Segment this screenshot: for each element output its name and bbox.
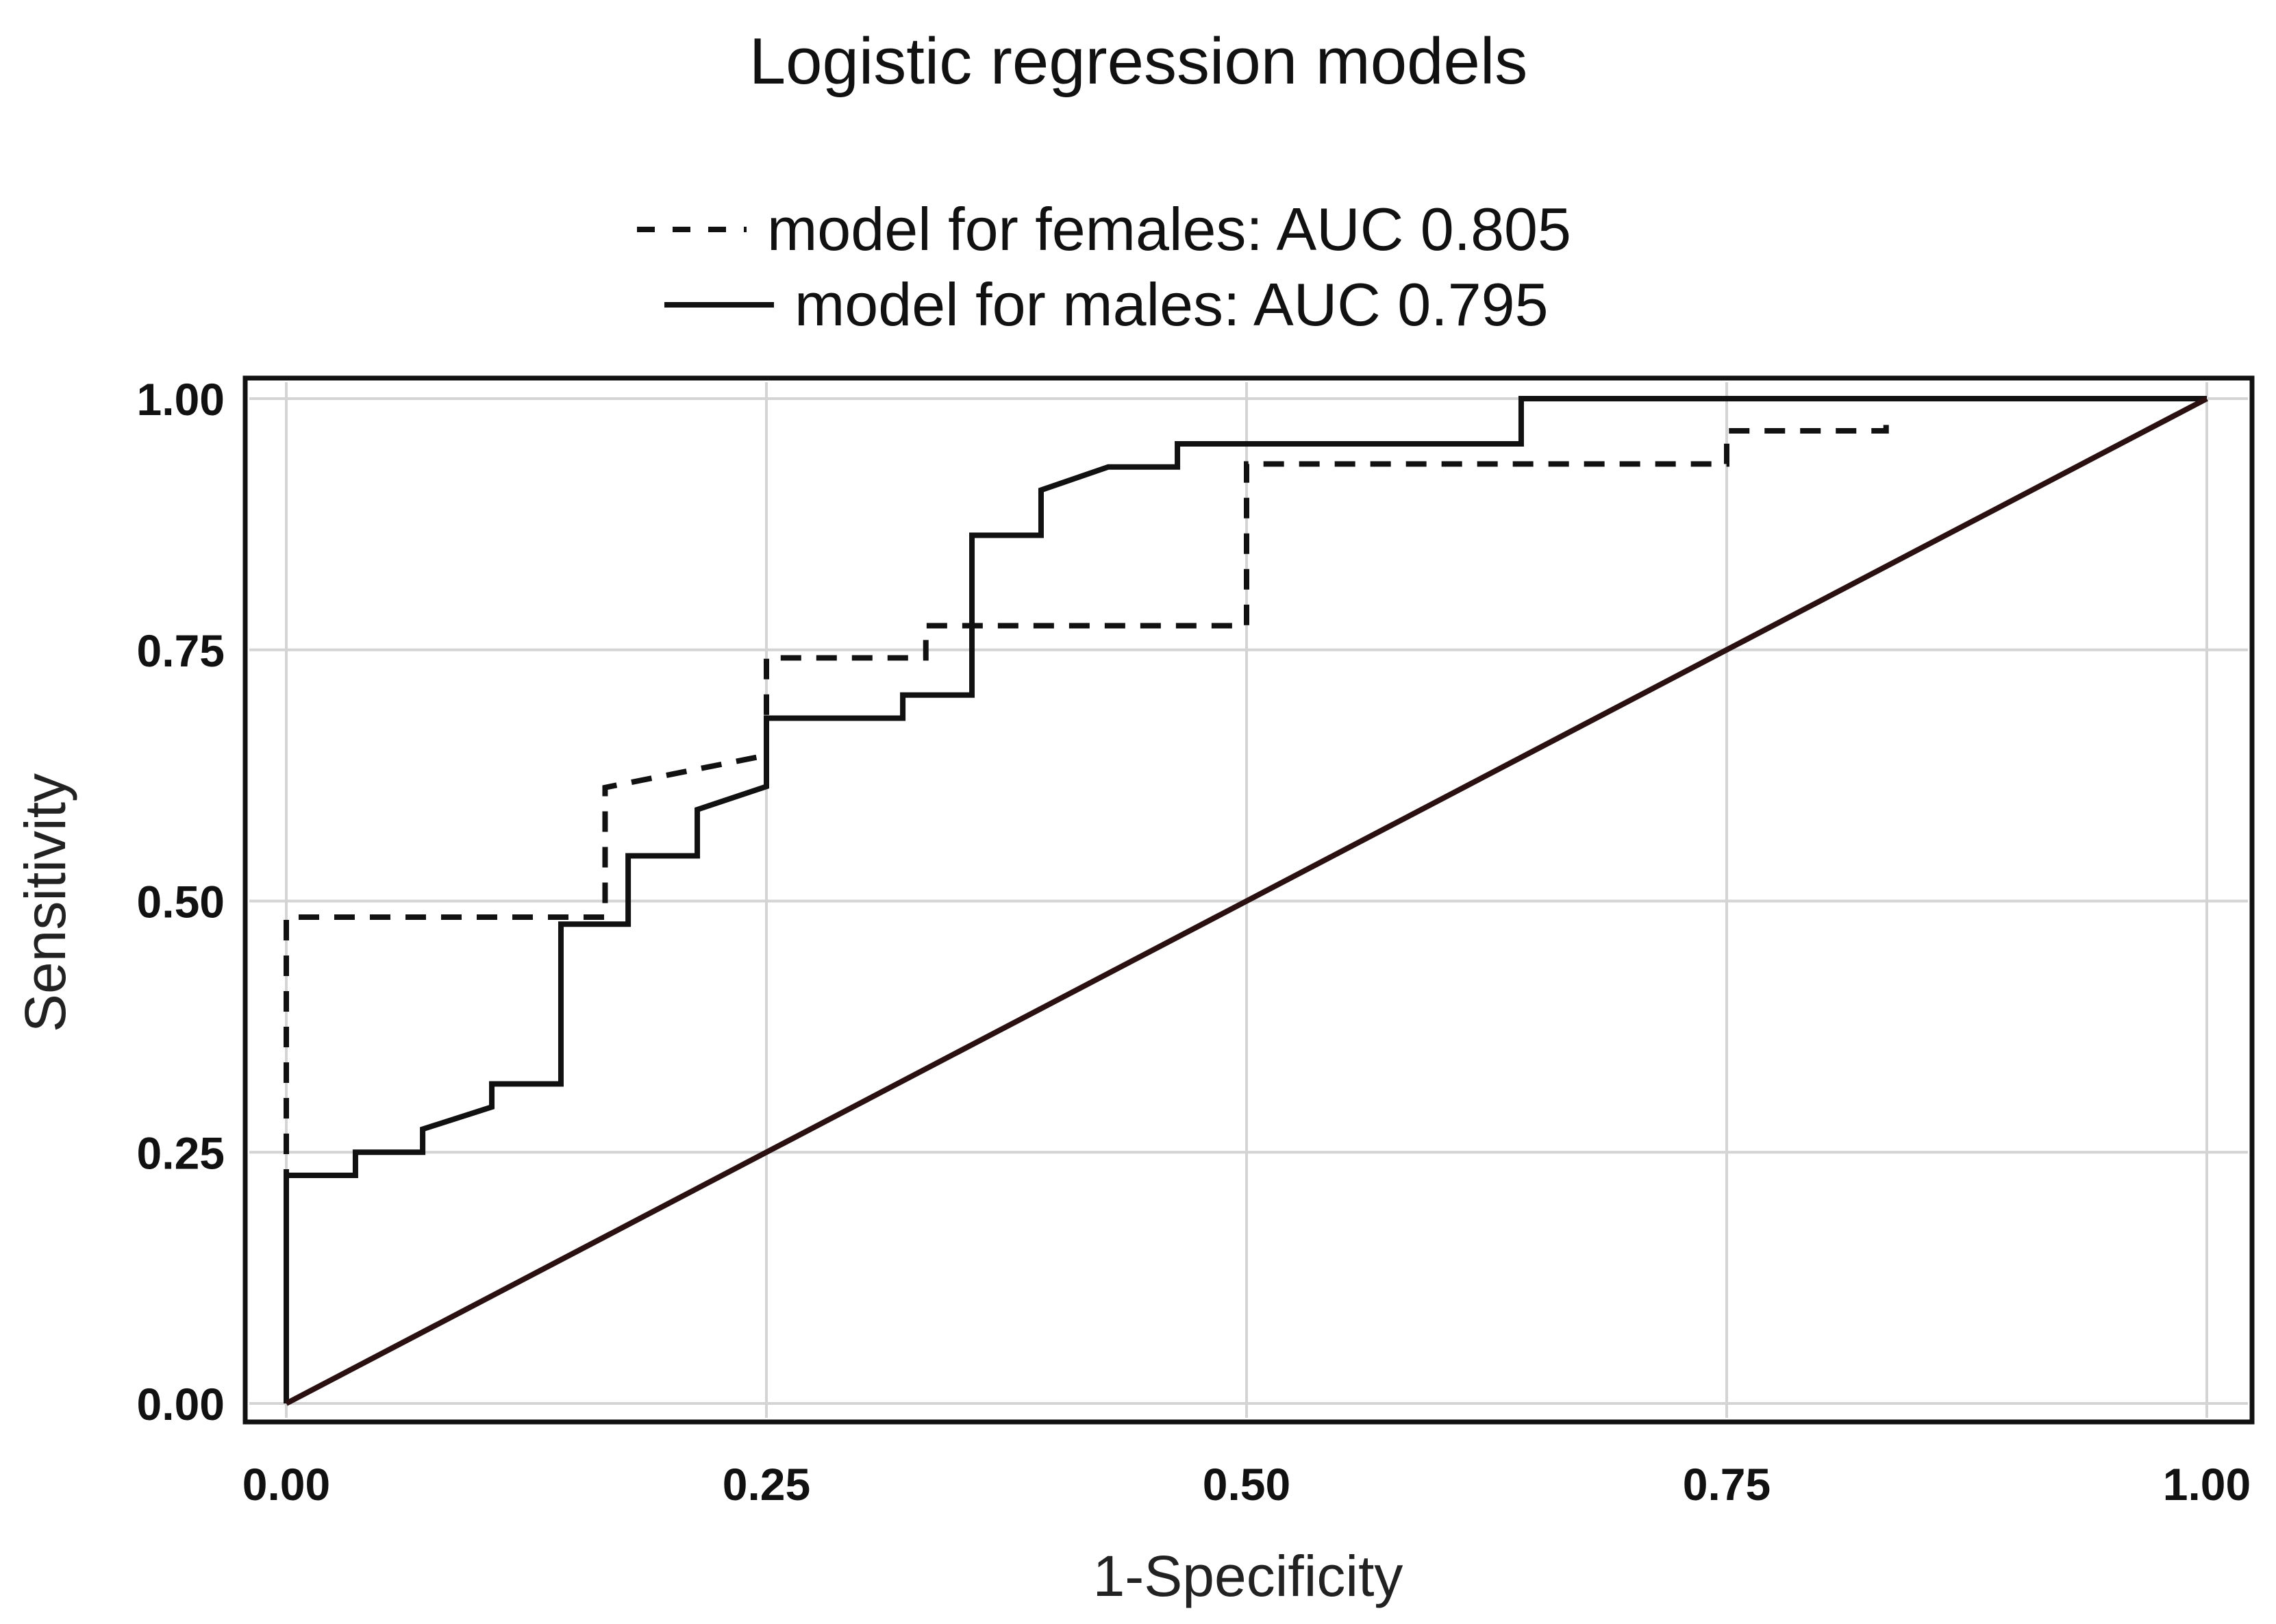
legend-label-males: model for males: AUC 0.795 xyxy=(795,271,1549,338)
x-tick-label: 0.25 xyxy=(723,1459,810,1510)
x-tick-label: 0.00 xyxy=(242,1459,330,1510)
series-line-females xyxy=(284,414,1889,1403)
x-axis-label: 1-Specificity xyxy=(1093,1544,1403,1608)
y-tick-label: 0.25 xyxy=(137,1127,225,1178)
y-tick-label: 0.75 xyxy=(137,625,225,676)
x-tick-label: 1.00 xyxy=(2163,1459,2251,1510)
x-axis: 0.00 0.25 0.50 0.75 1.00 xyxy=(242,1459,2251,1510)
plot-frame xyxy=(242,375,2255,1425)
legend-label-females: model for females: AUC 0.805 xyxy=(767,195,1571,263)
series-line-males xyxy=(284,396,2207,1403)
y-axis: 0.00 0.25 0.50 0.75 1.00 xyxy=(137,374,225,1429)
y-tick-label: 0.00 xyxy=(137,1379,225,1429)
legend: model for females: AUC 0.805 model for m… xyxy=(637,195,1571,338)
reference-diagonal xyxy=(285,396,2208,1406)
series-lines xyxy=(284,396,2208,1406)
y-axis-label: Sensitivity xyxy=(13,773,77,1032)
chart-title: Logistic regression models xyxy=(749,25,1528,98)
y-tick-label: 1.00 xyxy=(137,374,225,425)
x-tick-label: 0.50 xyxy=(1203,1459,1290,1510)
y-tick-label: 0.50 xyxy=(137,877,225,927)
x-tick-label: 0.75 xyxy=(1683,1459,1771,1510)
